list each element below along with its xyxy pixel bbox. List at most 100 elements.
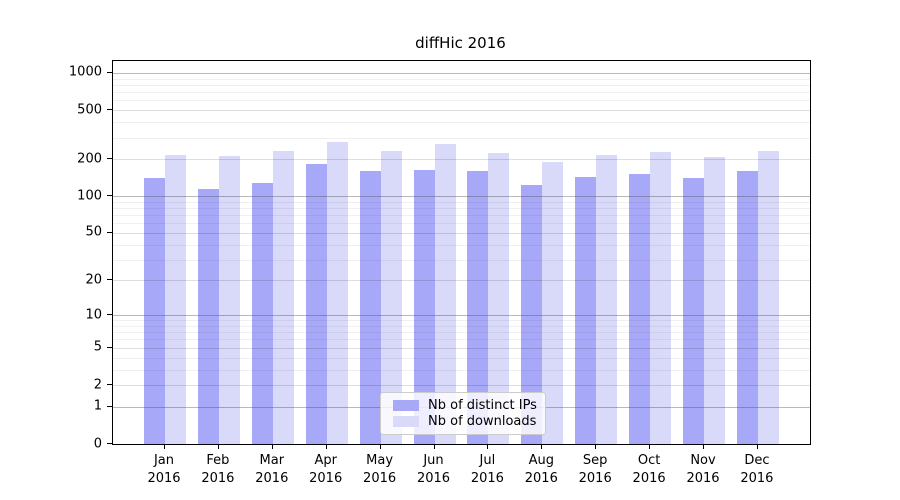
legend-swatch-downloads-icon (393, 416, 419, 427)
x-tick-label-oct: Oct 2016 (632, 453, 666, 486)
x-tick-label-jun: Jun 2016 (416, 453, 451, 486)
legend-label: Nb of distinct IPs (428, 398, 537, 413)
gridline-10 (113, 315, 810, 317)
y-tick-label: 10 (85, 307, 102, 323)
x-tick-mark (703, 444, 704, 449)
legend-swatch-distinct-ips-icon (393, 400, 419, 411)
y-tick-label: 500 (77, 102, 102, 118)
bar-nb-of-distinct-ips-nov (683, 178, 704, 444)
gridline-minor (113, 357, 810, 359)
bar-nb-of-distinct-ips-jun (413, 169, 435, 444)
gridline-20 (113, 280, 810, 282)
y-tick-label: 2 (93, 377, 102, 392)
bar-nb-of-downloads-nov (704, 156, 725, 444)
y-tick-mark (107, 443, 112, 444)
bar-nb-of-downloads-jun (434, 143, 456, 444)
y-tick-label: 20 (85, 272, 102, 288)
bar-nb-of-downloads-may (380, 151, 402, 444)
legend-item-downloads: Nb of downloads (393, 414, 537, 429)
bar-nb-of-distinct-ips-dec (736, 171, 758, 444)
gridline-minor (113, 92, 810, 94)
chart-title: diffHic 2016 (415, 34, 506, 52)
y-tick-label: 100 (77, 188, 102, 204)
bar-nb-of-downloads-dec (757, 151, 779, 444)
x-tick-mark (756, 444, 758, 449)
x-tick-mark (487, 444, 489, 449)
bar-nb-of-downloads-aug (542, 162, 564, 444)
y-tick-label: 5 (93, 339, 102, 355)
bar-nb-of-downloads-sep (596, 154, 618, 444)
y-tick-mark (107, 195, 112, 197)
gridline-minor (113, 339, 810, 341)
gridline-5 (113, 347, 810, 349)
gridline-100 (113, 196, 810, 198)
gridline-minor (113, 244, 810, 246)
gridline-minor (113, 122, 810, 124)
gridline-minor (113, 259, 810, 261)
bar-nb-of-downloads-jan (165, 154, 186, 444)
x-tick-mark (217, 444, 219, 449)
x-tick-label-mar: Mar 2016 (255, 453, 289, 486)
y-tick-label: 50 (85, 224, 102, 240)
x-tick-label-sep: Sep 2016 (578, 453, 612, 486)
bar-nb-of-distinct-ips-may (359, 171, 381, 444)
x-tick-label-may: May 2016 (363, 453, 397, 486)
y-tick-mark (107, 346, 112, 348)
bar-nb-of-downloads-feb (218, 156, 240, 444)
bar-nb-of-distinct-ips-oct (629, 173, 651, 444)
plot-area (112, 60, 811, 445)
gridline-200 (113, 159, 810, 161)
legend: Nb of distinct IPs Nb of downloads (380, 392, 546, 435)
x-tick-mark (433, 444, 435, 449)
bar-nb-of-distinct-ips-feb (197, 188, 219, 444)
x-tick-mark (649, 444, 651, 449)
bar-nb-of-downloads-jul (488, 153, 510, 444)
bar-nb-of-distinct-ips-sep (575, 177, 597, 444)
x-tick-mark (271, 444, 273, 449)
bar-nb-of-downloads-apr (326, 141, 348, 444)
bar-nb-of-distinct-ips-jul (467, 171, 489, 444)
x-tick-label-aug: Aug 2016 (524, 453, 558, 486)
gridline-500 (113, 110, 810, 112)
y-tick-label: 200 (77, 151, 102, 167)
y-tick-mark (107, 71, 112, 73)
gridline-minor (113, 78, 810, 80)
gridline-minor (113, 326, 810, 327)
y-tick-mark (107, 314, 112, 316)
x-tick-label-jan: Jan 2016 (147, 453, 181, 486)
gridline-minor (113, 208, 810, 209)
legend-label: Nb of downloads (428, 414, 537, 429)
y-tick-mark (107, 231, 112, 233)
gridline-minor (113, 84, 810, 86)
gridline-1000 (113, 72, 810, 74)
x-tick-label-apr: Apr 2016 (309, 453, 343, 486)
y-tick-mark (107, 279, 112, 281)
bar-nb-of-downloads-oct (650, 152, 672, 444)
bar-nb-of-distinct-ips-aug (521, 184, 543, 444)
y-tick-mark (107, 384, 112, 385)
gridline-2 (113, 385, 810, 386)
x-tick-mark (325, 444, 327, 449)
gridline-minor (113, 223, 810, 225)
bar-nb-of-distinct-ips-apr (305, 164, 327, 444)
gridline-minor (113, 369, 810, 371)
gridline-minor (113, 332, 810, 334)
gridline-minor (113, 320, 810, 322)
gridline-minor (113, 137, 810, 139)
bar-nb-of-downloads-mar (272, 150, 294, 444)
x-tick-mark (379, 444, 381, 449)
y-tick-label: 1000 (68, 64, 102, 80)
gridline-minor (113, 215, 810, 217)
x-tick-label-jul: Jul 2016 (470, 453, 504, 486)
gridline-minor (113, 100, 810, 102)
x-tick-mark (595, 444, 597, 449)
x-tick-label-nov: Nov 2016 (686, 453, 720, 486)
legend-item-distinct-ips: Nb of distinct IPs (393, 398, 537, 413)
y-tick-mark (107, 158, 112, 160)
y-tick-mark (107, 109, 112, 111)
y-tick-mark (107, 405, 112, 407)
x-tick-mark (164, 444, 165, 449)
bar-nb-of-distinct-ips-jan (144, 178, 165, 444)
bar-nb-of-distinct-ips-mar (251, 183, 273, 444)
